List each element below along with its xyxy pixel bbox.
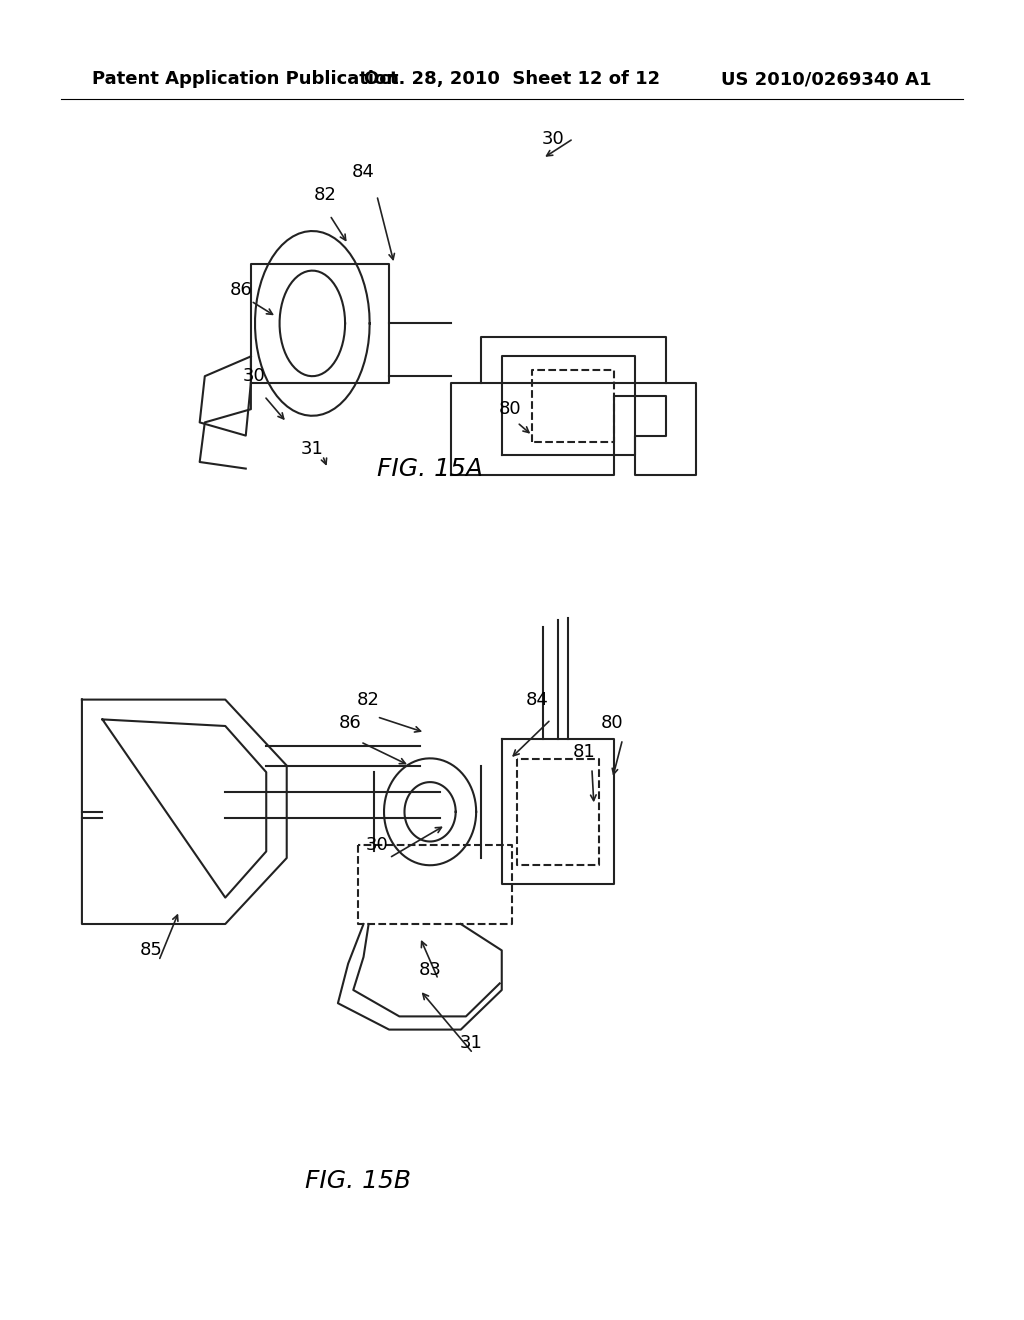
Text: 86: 86: [339, 714, 361, 733]
Text: 80: 80: [499, 400, 521, 418]
Text: 86: 86: [229, 281, 252, 300]
Text: 31: 31: [460, 1034, 482, 1052]
Text: 82: 82: [314, 186, 337, 205]
Text: Oct. 28, 2010  Sheet 12 of 12: Oct. 28, 2010 Sheet 12 of 12: [364, 70, 660, 88]
Text: 31: 31: [301, 440, 324, 458]
Text: 85: 85: [140, 941, 163, 960]
Text: FIG. 15B: FIG. 15B: [305, 1170, 412, 1193]
Text: Patent Application Publication: Patent Application Publication: [92, 70, 399, 88]
Text: 83: 83: [419, 961, 441, 979]
Text: 30: 30: [243, 367, 265, 385]
Text: FIG. 15A: FIG. 15A: [377, 457, 483, 480]
Text: 84: 84: [526, 690, 549, 709]
Text: 80: 80: [601, 714, 624, 733]
Text: 84: 84: [352, 162, 375, 181]
Text: 82: 82: [357, 690, 380, 709]
Text: 30: 30: [542, 129, 564, 148]
Text: 81: 81: [572, 743, 595, 762]
Text: US 2010/0269340 A1: US 2010/0269340 A1: [721, 70, 932, 88]
Text: 30: 30: [366, 836, 388, 854]
